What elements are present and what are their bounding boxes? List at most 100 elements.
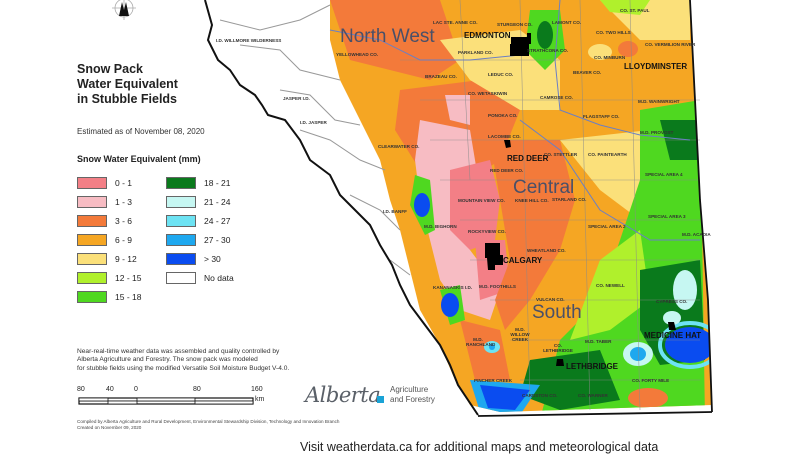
footer-link-text: Visit weatherdata.ca for additional maps… (300, 440, 659, 454)
city-label-medicine-hat: MEDICINE HAT (644, 331, 702, 340)
district-label: CO. FORTY MILE (632, 378, 670, 383)
medicine-hat-city-shape (668, 322, 676, 330)
region-label-central: Central (513, 177, 575, 198)
region-label-south: South (532, 302, 582, 323)
district-label: LACOMBE CO. (488, 134, 521, 139)
logo-wordmark: Alberta (305, 383, 381, 407)
district-label: ROCKYVIEW CO. (468, 229, 506, 234)
legend-swatch (77, 214, 107, 227)
city-label-red-deer: RED DEER (507, 154, 549, 163)
district-label: VULCAN CO. (536, 297, 565, 302)
lethbridge-city-shape (556, 359, 564, 366)
district-label: PINCHER CREEK (474, 378, 513, 383)
legend-swatch (166, 252, 196, 265)
legend-item: 24 - 27 (166, 211, 234, 230)
legend-label: 15 - 18 (115, 291, 142, 302)
district-label: CO. WARNER (578, 393, 608, 398)
district-label: RED DEER CO. (490, 168, 524, 173)
district-label: CO. MINBURN (594, 55, 626, 60)
district-label: KANANASKIS I.D. (433, 285, 473, 290)
legend-item: 0 - 1 (77, 173, 141, 192)
legend-item: 6 - 9 (77, 230, 141, 249)
city-label-edmonton: EDMONTON (464, 31, 511, 40)
district-label: I.D. WILLMORE WILDERNESS (216, 38, 282, 43)
district-label: CLEARWATER CO. (378, 144, 420, 149)
district-label: M.D. WAINWRIGHT (638, 99, 680, 104)
legend-swatch (77, 271, 107, 284)
sask-border (689, 0, 713, 413)
district-label: CO. TWO HILLS (596, 30, 631, 35)
legend-swatch (166, 176, 196, 189)
district-label: M.D. TABER (585, 339, 612, 344)
legend-title: Snow Water Equivalent (mm) (77, 154, 201, 164)
logo-line: Agriculture (390, 385, 429, 394)
district-label: CO. NEWELL (596, 283, 625, 288)
district-label: LEDUC CO. (488, 72, 514, 77)
scale-bar-graphic (78, 397, 254, 405)
compiled-by-note: Compiled by Alberta Agriculture and Rura… (77, 419, 339, 430)
scale-tick: 80 (77, 386, 85, 393)
red-deer-city-shape (504, 140, 511, 148)
district-label: LAMONT CO. (552, 20, 582, 25)
scale-tick: 160 (251, 386, 263, 393)
legend-swatch (77, 195, 107, 208)
district-label: CO. WETASKIWIN (468, 91, 508, 96)
legend-label: 9 - 12 (115, 253, 137, 264)
district-label: M.D. PROVOST (640, 130, 674, 135)
district-label: YELLOWHEAD CO. (336, 52, 379, 57)
edmonton-city-shape (510, 33, 531, 56)
scale-tick: 80 (193, 386, 201, 393)
legend-label: 27 - 30 (204, 234, 231, 245)
district-label: M.D. ACADIA (682, 232, 711, 237)
city-label-calgary: CALGARY (503, 256, 543, 265)
district-label: CO. VERMILION RIVER (645, 42, 696, 47)
district-label: FLAGSTAFF CO. (583, 114, 620, 119)
district-label: M.D. BIGHORN (424, 224, 457, 229)
legend-swatch (166, 271, 196, 284)
district-label: STURGEON CO. (497, 22, 533, 27)
district-label: STRATHCONA CO. (527, 48, 569, 53)
legend-label: 12 - 15 (115, 272, 142, 283)
logo-square-icon (377, 396, 384, 403)
district-label: CO. STETTLER (544, 152, 578, 157)
city-label-lethbridge: LETHBRIDGE (566, 362, 618, 371)
map-title: Snow Pack Water Equivalent in Stubble Fi… (77, 62, 178, 107)
scale-unit: km (255, 396, 265, 403)
district-label: WHEATLAND CO. (527, 248, 566, 253)
legend-item: 18 - 21 (166, 173, 234, 192)
north-arrow-icon (112, 0, 136, 20)
legend-label: 18 - 21 (204, 177, 231, 188)
district-label: JASPER I.D. (283, 96, 310, 101)
district-label: SPECIAL AREA 2 (588, 224, 626, 229)
logo-line: and Forestry (390, 395, 435, 404)
title-line: Snow Pack (77, 62, 143, 76)
legend-item: 15 - 18 (77, 287, 141, 306)
region-label-north-west: North West (340, 26, 435, 47)
legend-label: 0 - 1 (115, 177, 133, 188)
legend-item: 9 - 12 (77, 249, 141, 268)
legend-label: 24 - 27 (204, 215, 231, 226)
bc-border (204, 0, 479, 416)
district-label: PONOKA CO. (488, 113, 518, 118)
us-border (477, 411, 713, 417)
district-label: CO. ST. PAUL (620, 8, 650, 13)
legend-swatch (77, 176, 107, 189)
note-line: Near-real-time weather data was assemble… (77, 348, 280, 355)
scale-tick: 40 (106, 386, 114, 393)
district-label: BRAZEAU CO. (425, 74, 457, 79)
scale-bar: 80 40 0 80 160 km (77, 386, 277, 416)
district-label: MOUNTAIN VIEW CO. (458, 198, 505, 203)
district-label: CAMROSE CO. (540, 95, 573, 100)
note-line: Alberta Agriculture and Forestry. The sn… (77, 356, 258, 364)
compiled-line: Compiled by Alberta Agriculture and Rura… (77, 419, 340, 424)
city-label-lloydminster: LLOYDMINSTER (624, 62, 688, 71)
legend-item: No data (166, 268, 234, 287)
district-label: I.D. JASPER (300, 120, 327, 125)
district-label: LAC STE. ANNE CO. (433, 20, 478, 25)
legend-label: 6 - 9 (115, 234, 133, 245)
legend-item: 12 - 15 (77, 268, 141, 287)
compiled-line: Created on November 09, 2020 (77, 424, 142, 430)
legend-item: > 30 (166, 249, 234, 268)
district-label: STARLAND CO. (552, 197, 587, 202)
